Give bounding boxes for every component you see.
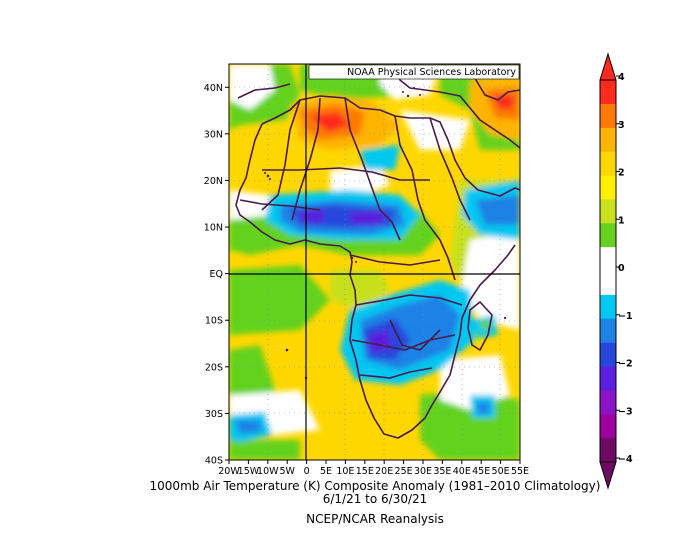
credit-box: NOAA Physical Sciences Laboratory: [308, 64, 520, 80]
anomaly-field: [229, 64, 520, 460]
colorbar-label: 3: [618, 120, 625, 131]
lat-label: 40S: [205, 456, 223, 467]
credit-text: NOAA Physical Sciences Laboratory: [347, 67, 516, 78]
colorbar-label: 2: [618, 168, 625, 179]
colorbar-segment: [600, 223, 616, 248]
colorbar-segment: [600, 175, 616, 200]
colorbar-label: 1: [618, 215, 625, 226]
colorbar-min-arrow: [599, 461, 617, 490]
lon-label: 35E: [433, 466, 451, 477]
lat-label: 30N: [204, 129, 223, 140]
lon-label: 40E: [453, 466, 471, 477]
lon-label: 25E: [395, 466, 413, 477]
lon-label: 45E: [472, 466, 490, 477]
colorbar-label: −4: [618, 454, 633, 465]
colorbar-segment: [600, 414, 616, 439]
colorbar-segment: [600, 390, 616, 415]
colorbar-segment: [600, 127, 616, 152]
lat-label: 40N: [204, 83, 223, 94]
colorbar-labels: 4 3 2 1 0 −1 −2 −3 −4: [616, 72, 633, 465]
colorbar-segment: [600, 247, 616, 272]
map-frame: [228, 63, 521, 461]
lat-label: 20S: [205, 362, 223, 373]
graticule: [229, 64, 520, 460]
colorbar-segment: [600, 366, 616, 391]
lat-label: 10N: [204, 223, 223, 234]
colorbar-label: 4: [618, 72, 625, 83]
colorbar-label: −2: [618, 359, 633, 370]
lon-label: 20W: [218, 466, 240, 477]
caption-dates: 6/1/21 to 6/30/21: [322, 492, 428, 506]
caption-title: 1000mb Air Temperature (K) Composite Ano…: [149, 479, 601, 493]
lat-label: EQ: [210, 269, 223, 280]
lon-label: 10E: [336, 466, 354, 477]
lon-label: 10W: [257, 466, 279, 477]
lon-label: 30E: [414, 466, 432, 477]
lon-label: 15W: [238, 466, 260, 477]
colorbar-label: −1: [618, 311, 633, 322]
lat-label: 10S: [205, 316, 223, 327]
lon-label: 20E: [375, 466, 393, 477]
latitude-labels: 40N 30N 20N 10N EQ 10S 20S 30S 40S: [204, 83, 229, 467]
lon-label: 15E: [356, 466, 374, 477]
lon-label: 55E: [511, 466, 529, 477]
colorbar-label: 0: [618, 263, 625, 274]
colorbar-segment: [600, 151, 616, 176]
colorbar-segment: [600, 342, 616, 367]
colorbar-segment: [600, 271, 616, 296]
colorbar-max-arrow: [599, 52, 617, 81]
caption-source: NCEP/NCAR Reanalysis: [306, 512, 444, 526]
lon-label: 50E: [492, 466, 510, 477]
lon-label: 5E: [320, 466, 332, 477]
coastlines: [235, 64, 520, 439]
colorbar-segment: [600, 103, 616, 129]
lon-label: 5W: [279, 466, 295, 477]
lat-label: 20N: [204, 176, 223, 187]
colorbar-segment: [600, 199, 616, 224]
colorbar-segment: [600, 438, 616, 463]
lat-label: 30S: [205, 409, 223, 420]
colorbar-segment: [600, 318, 616, 343]
lon-label: 0: [304, 466, 310, 477]
colorbar-segment: [600, 294, 616, 320]
colorbar-segment: [600, 80, 616, 105]
colorbar-label: −3: [618, 406, 633, 417]
colorbar: [599, 52, 617, 490]
